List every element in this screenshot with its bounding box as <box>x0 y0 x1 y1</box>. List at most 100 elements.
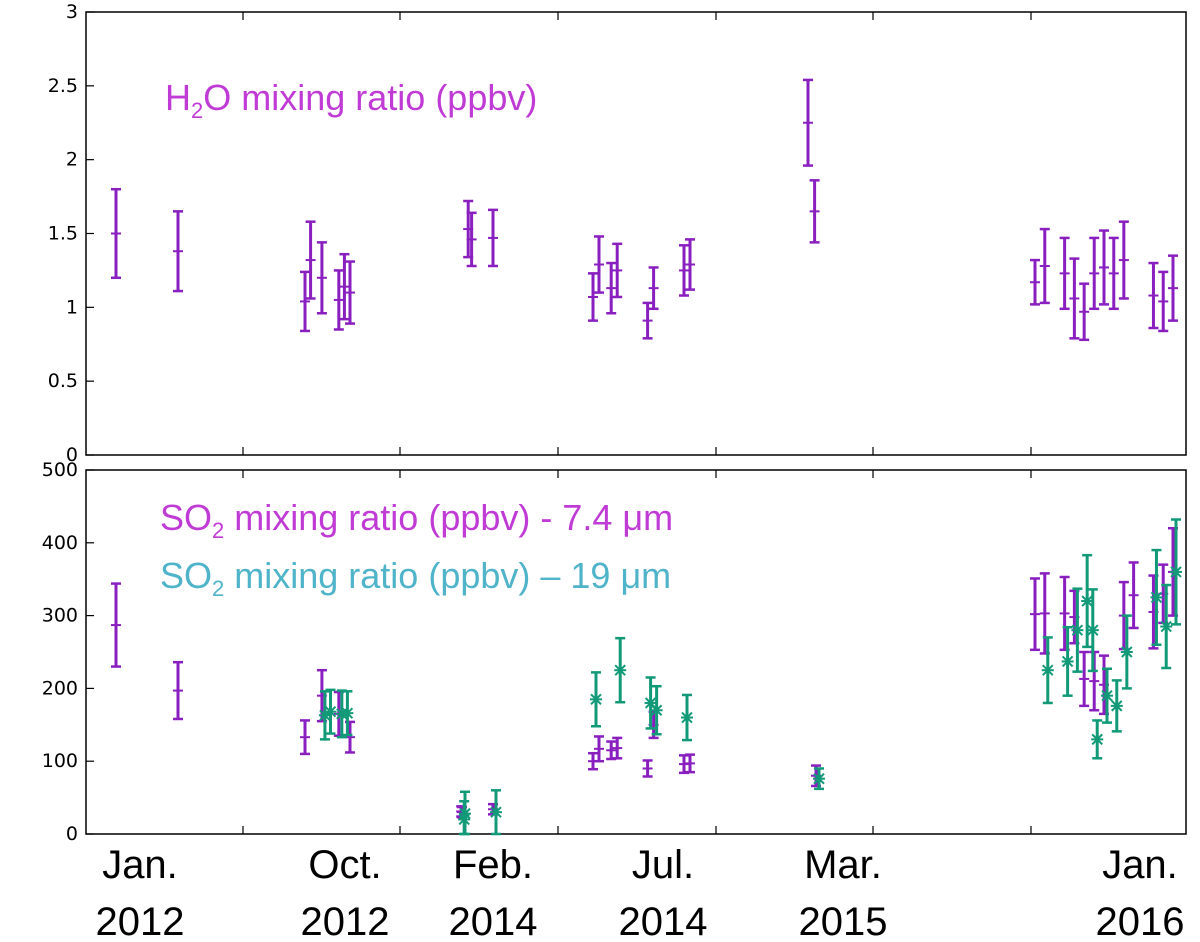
x-label-year: 2016 <box>1096 900 1185 942</box>
h2o-point <box>466 211 477 268</box>
x-label-month: Jan. <box>1102 843 1178 887</box>
so2-74um-point <box>1099 654 1109 716</box>
h2o-data-marks <box>111 78 1178 342</box>
h2o-y-tick-label: 2 <box>66 149 78 171</box>
h2o-point <box>339 252 350 321</box>
h2o-point <box>1069 257 1080 340</box>
so2-19um-point <box>324 688 337 735</box>
so2-19um-point <box>1110 679 1123 733</box>
so2-y-tick-label: 500 <box>42 459 78 481</box>
x-axis-ticks <box>242 12 1032 834</box>
so2-19um-legend: SO2 mixing ratio (ppbv) – 19 μm <box>160 555 671 601</box>
h2o-point <box>1079 282 1090 342</box>
h2o-point <box>1059 236 1070 311</box>
h2o-y-tick-label: 3 <box>66 1 78 23</box>
so2-19um-point <box>341 690 354 737</box>
so2-74um-point <box>594 735 605 763</box>
h2o-point <box>588 272 598 322</box>
x-label-month: Mar. <box>804 843 882 887</box>
so2-74um-point <box>300 719 310 756</box>
x-label-month: Jan. <box>102 843 178 887</box>
h2o-point <box>678 244 689 297</box>
so2-74um-point <box>1128 561 1139 630</box>
h2o-point <box>316 241 327 315</box>
so2-19um-point <box>1120 614 1133 690</box>
x-label-year: 2012 <box>301 900 390 942</box>
so2-data-marks <box>111 518 1182 836</box>
h2o-y-tick-label: 2.5 <box>48 75 78 97</box>
h2o-point <box>345 260 355 325</box>
h2o-y-tick-label: 1 <box>66 296 78 318</box>
so2-panel-frame <box>85 469 1187 835</box>
x-axis-date-labels: Jan. 2012 Oct. 2012 Feb. 2014 Jul. 2014 Mar. 2015… <box>96 843 1185 942</box>
so2-74um-point <box>1079 650 1090 708</box>
h2o-point <box>594 235 605 294</box>
h2o-y-tick-label: 1.5 <box>48 223 78 245</box>
h2o-point <box>300 270 310 333</box>
h2o-point <box>1108 236 1119 311</box>
h2o-point <box>1148 261 1159 330</box>
so2-19um-point <box>590 671 602 728</box>
h2o-y-tick-label: 0.5 <box>48 370 78 392</box>
h2o-point <box>111 187 121 280</box>
so2-19um-point <box>1170 518 1182 626</box>
so2-74um-point <box>606 740 617 761</box>
so2-74um-point <box>612 736 623 760</box>
so2-74um-point <box>111 582 121 668</box>
so2-19um-point <box>1091 719 1104 760</box>
so2-19um-point <box>1150 548 1163 646</box>
so2-74um-point <box>1030 577 1040 652</box>
so2-y-tick-label: 300 <box>42 605 78 627</box>
so2-19um-point <box>1041 636 1054 705</box>
h2o-y-tick-label: 0 <box>66 444 78 466</box>
so2-74um-point <box>685 753 695 774</box>
h2o-point <box>1030 258 1040 306</box>
so2-19um-point <box>1160 583 1173 670</box>
h2o-point <box>333 269 344 331</box>
so2-74um-point <box>642 759 653 778</box>
so2-19um-point <box>650 684 663 736</box>
x-label-month: Feb. <box>453 843 533 887</box>
so2-y-tick-label: 0 <box>66 823 78 845</box>
so2-y-tick-label: 100 <box>42 750 78 772</box>
h2o-point <box>1118 220 1129 300</box>
h2o-point <box>809 179 820 244</box>
so2-74um-point <box>173 660 183 721</box>
x-label-month: Jul. <box>632 843 694 887</box>
so2-19um-point <box>490 789 502 836</box>
so2-19um-point <box>1061 625 1074 697</box>
h2o-point <box>803 78 813 167</box>
h2o-point <box>463 199 474 259</box>
so2-19um-point <box>1101 667 1113 724</box>
so2-y-tick-label: 200 <box>42 677 78 699</box>
so2-19um-point <box>1071 587 1084 673</box>
x-label-month: Oct. <box>308 843 381 887</box>
h2o-point <box>1039 227 1050 305</box>
so2-74um-legend: SO2 mixing ratio (ppbv) - 7.4 μm <box>160 497 673 543</box>
so2-19um-point <box>1086 588 1099 673</box>
h2o-point <box>488 208 498 268</box>
x-label-year: 2015 <box>799 900 888 942</box>
so2-19um-point <box>813 767 825 791</box>
x-label-year: 2012 <box>96 900 185 942</box>
x-label-year: 2014 <box>449 900 538 942</box>
so2-19um-point <box>1081 553 1094 649</box>
h2o-y-axis: 0 0.5 1 1.5 2 2.5 3 <box>48 1 94 466</box>
so2-y-axis: 0 100 200 300 400 500 <box>42 459 94 845</box>
so2-y-tick-label: 400 <box>42 532 78 554</box>
h2o-point <box>612 242 623 299</box>
h2o-point <box>1089 236 1100 311</box>
h2o-title: H2O mixing ratio (ppbv) <box>165 77 537 123</box>
x-label-year: 2014 <box>619 900 708 942</box>
h2o-point <box>685 238 695 291</box>
h2o-point <box>642 301 653 340</box>
so2-19um-point <box>458 799 471 836</box>
h2o-point <box>606 261 617 315</box>
so2-19um-point <box>614 636 627 704</box>
h2o-point <box>173 210 183 293</box>
h2o-point <box>1099 229 1109 306</box>
h2o-point <box>648 266 659 311</box>
so2-19um-point <box>680 693 693 742</box>
h2o-point <box>1158 270 1169 333</box>
